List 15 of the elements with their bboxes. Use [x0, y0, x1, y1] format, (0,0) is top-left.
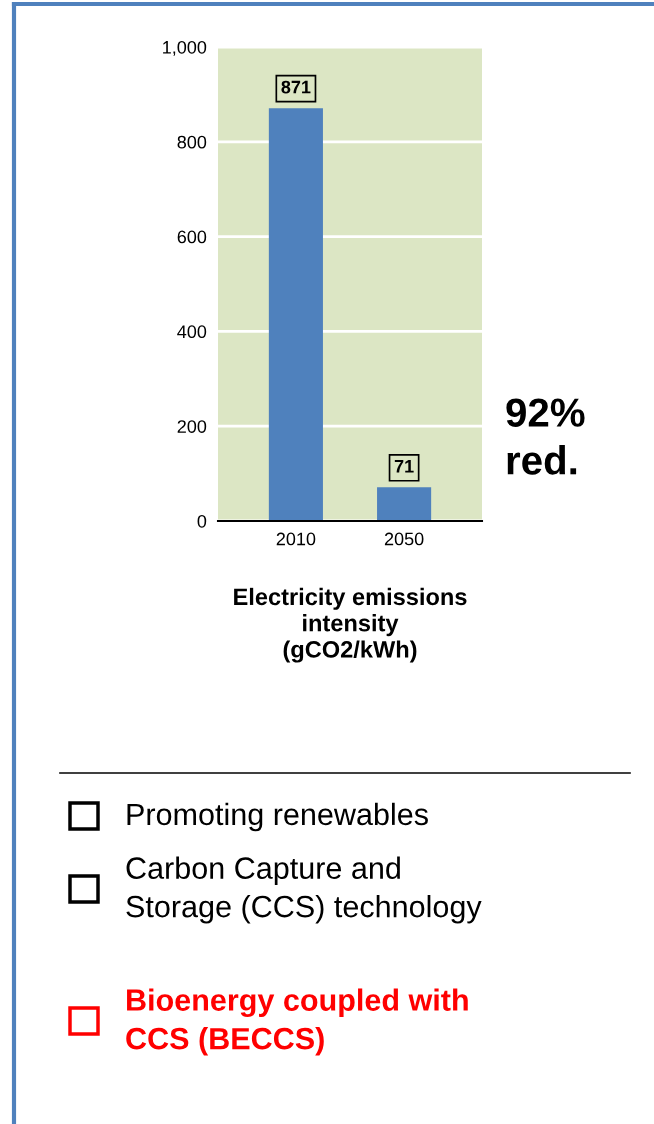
y-tick-label: 800: [177, 135, 207, 149]
text: Promoting renewables: [127, 802, 428, 832]
y-tick-label: 0: [197, 514, 207, 528]
y-tick-label: 1,000: [163, 40, 207, 56]
text: Bioenergy coupled with CCS (BECCS): [126, 988, 468, 1056]
y-tick-label: 200: [177, 420, 207, 433]
text: 92% red.: [506, 398, 585, 475]
x-tick-label: 2050: [384, 532, 424, 546]
data-label: 871: [281, 80, 311, 94]
x-tick-label: 2010: [276, 532, 316, 546]
x-axis-title: Electricity emissions intensity (gCO2/kWh): [234, 587, 467, 663]
y-tick-label: 400: [177, 325, 207, 339]
text: Carbon Capture and Storage (CCS) technology: [126, 856, 482, 924]
y-tick-label: 600: [177, 230, 207, 244]
data-label: 71: [394, 460, 414, 473]
